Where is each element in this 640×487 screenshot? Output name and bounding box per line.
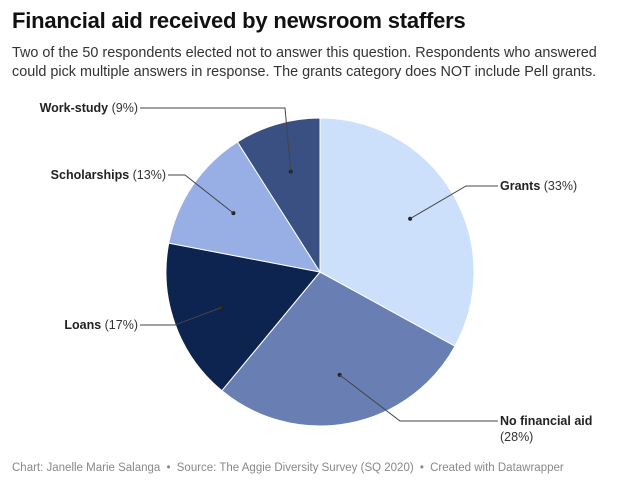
slice-labels: Grants (33%) No financial aid (28%) Loans (… [40, 101, 593, 444]
slice-label-name: Grants [500, 179, 540, 193]
leader-lines [140, 107, 498, 422]
slice-label-scholarships: Scholarships (13%) [51, 168, 166, 182]
slice-label-percent: (13%) [129, 168, 166, 182]
pie-slice-work-study [236, 117, 321, 274]
footer-separator: • [166, 462, 171, 474]
pie-slice-scholarships [168, 141, 322, 273]
slice-label-name: Work-study [40, 101, 109, 115]
slice-label-percent: (28%) [500, 430, 533, 444]
slice-label-loans: Loans (17%) [64, 318, 138, 332]
leader-line-loans [140, 307, 222, 326]
slice-label-percent: (17%) [101, 318, 138, 332]
pie-slice-no-financial-aid [221, 271, 456, 427]
slice-label-no-financial-aid: No financial aid (28%) [500, 414, 592, 444]
slice-label-grants: Grants (33%) [500, 179, 577, 193]
leader-line-work-study [140, 107, 292, 172]
leader-line-scholarships [168, 174, 234, 214]
pie-slice-loans [165, 242, 321, 392]
slice-label-work-study: Work-study (9%) [40, 101, 138, 115]
chart-subtitle: Two of the 50 respondents elected not to… [12, 45, 597, 80]
footer-separator: • [419, 462, 424, 474]
chart-credit: Chart: Janelle Marie Salanga [12, 462, 161, 474]
chart-source: Source: The Aggie Diversity Survey (SQ 2… [176, 462, 414, 474]
slice-label-name: Loans [64, 318, 101, 332]
leader-line-no-financial-aid [339, 374, 498, 422]
pie-slices [165, 117, 475, 427]
leader-line-grants [409, 185, 498, 220]
slice-label-percent: (33%) [540, 179, 577, 193]
slice-label-name: No financial aid [500, 414, 592, 428]
slice-label-name: Scholarships [51, 168, 130, 182]
slice-label-percent: (9%) [108, 101, 138, 115]
chart-footer: Chart: Janelle Marie Salanga • Source: T… [12, 462, 564, 474]
chart-tool-credit: Created with Datawrapper [430, 462, 564, 474]
chart-title: Financial aid received by newsroom staff… [12, 8, 466, 33]
